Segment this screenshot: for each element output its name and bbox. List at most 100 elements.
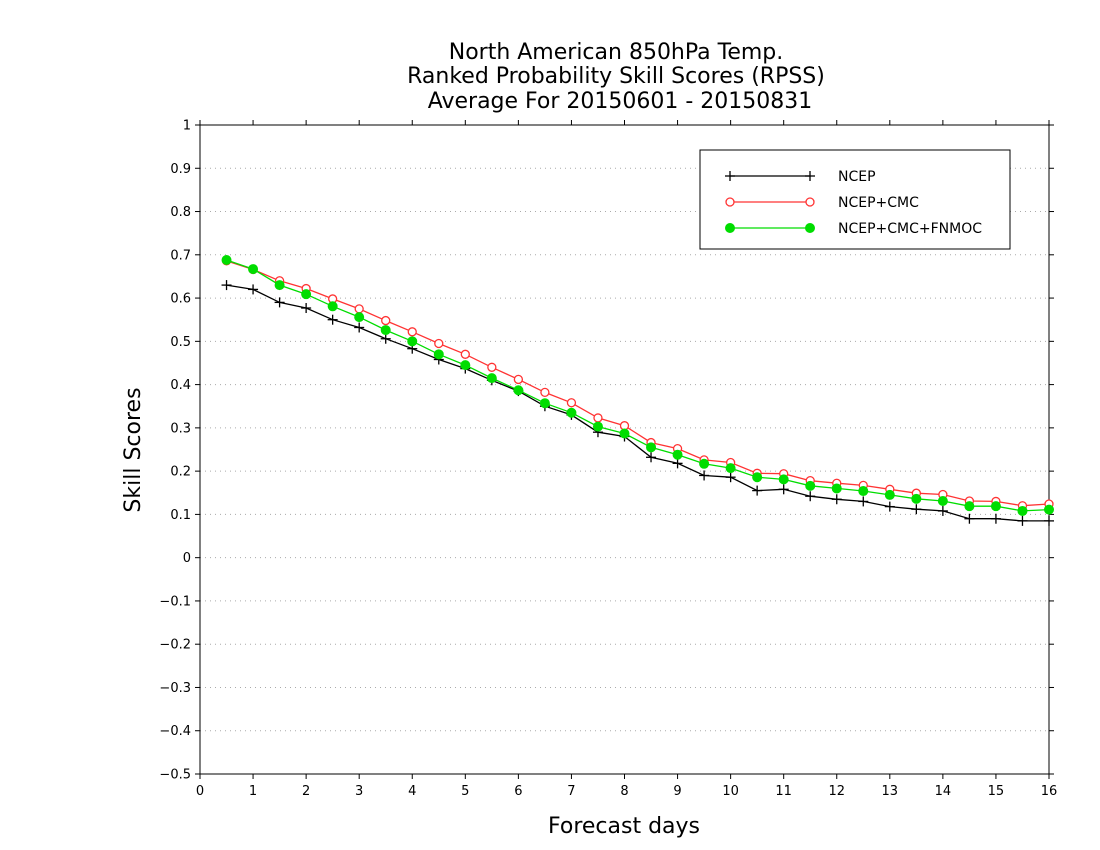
data-point — [831, 494, 842, 505]
data-point — [725, 472, 736, 483]
legend-marker — [725, 171, 735, 181]
data-point — [646, 442, 657, 453]
data-point — [778, 484, 789, 495]
y-tick-label: 1 — [183, 119, 191, 134]
data-point — [487, 362, 497, 372]
y-tick-label: 0.5 — [170, 335, 191, 350]
legend-marker — [725, 197, 735, 207]
data-point — [513, 385, 524, 396]
legend-marker — [805, 197, 815, 207]
y-tick-label: −0.3 — [159, 681, 191, 696]
title-line-2: Ranked Probability Skill Scores (RPSS) — [407, 64, 825, 89]
y-tick-label: 0 — [183, 551, 191, 566]
y-tick-label: 0.2 — [170, 465, 191, 480]
data-point — [1017, 505, 1028, 516]
data-point — [964, 501, 975, 512]
x-tick-labels: 0 1 2 3 4 5 6 7 8 9 10 11 12 13 14 15 16 — [196, 784, 1057, 799]
plot-frame — [199, 124, 1050, 775]
data-point — [752, 472, 763, 483]
data-point — [566, 407, 577, 418]
data-point — [540, 387, 550, 398]
x-tick-label: 4 — [408, 784, 416, 799]
legend-label: NCEP+CMC — [838, 195, 919, 211]
data-point — [513, 374, 524, 385]
data-point — [725, 463, 736, 474]
series-ncep — [221, 280, 1054, 526]
data-point — [327, 314, 338, 325]
x-tick-label: 5 — [461, 784, 469, 799]
data-point — [354, 322, 365, 333]
x-tick-label: 7 — [567, 784, 575, 799]
data-point — [221, 254, 232, 265]
data-point — [301, 303, 312, 314]
x-tick-label: 12 — [828, 784, 845, 799]
x-tick-label: 9 — [673, 784, 681, 799]
data-point — [380, 325, 391, 336]
y-tick-label: 0.1 — [170, 508, 191, 523]
data-point — [433, 349, 444, 360]
data-point — [672, 449, 683, 460]
data-point — [937, 495, 948, 506]
data-point — [1017, 515, 1028, 526]
data-point — [354, 312, 365, 323]
legend-marker — [805, 223, 815, 233]
title-line-3: Average For 20150601 - 20150831 — [428, 89, 813, 114]
y-tick-label: −0.1 — [159, 594, 191, 609]
axis-ticks — [195, 120, 1054, 779]
legend-marker — [805, 171, 815, 181]
data-point — [248, 284, 259, 295]
data-point — [566, 398, 577, 408]
chart-title: North American 850hPa Temp. Ranked Proba… — [407, 40, 825, 114]
legend: NCEP NCEP+CMC NCEP+CMC+FNMOC — [699, 149, 1011, 250]
legend-label: NCEP — [838, 169, 876, 185]
data-point — [805, 480, 816, 491]
series-ncep-cmc — [221, 256, 1054, 511]
data-point — [619, 428, 630, 439]
y-tick-label: 0.8 — [170, 205, 191, 220]
x-tick-label: 6 — [514, 784, 522, 799]
x-tick-label: 3 — [355, 784, 363, 799]
data-point — [699, 470, 710, 481]
data-point — [858, 496, 869, 507]
y-axis-title: Skill Scores — [121, 387, 146, 512]
series-line — [226, 284, 1049, 522]
data-point — [1044, 504, 1054, 515]
legend-item: NCEP — [725, 169, 876, 185]
data-point — [858, 486, 869, 497]
x-tick-label: 15 — [988, 784, 1005, 799]
data-point — [990, 501, 1001, 512]
y-tick-label: 0.3 — [170, 421, 191, 436]
x-tick-label: 14 — [935, 784, 952, 799]
x-tick-label: 1 — [249, 784, 257, 799]
data-point — [327, 301, 338, 312]
y-tick-label: 0.6 — [170, 292, 191, 307]
data-point — [911, 504, 922, 515]
y-tick-label: 0.9 — [170, 162, 191, 177]
data-point — [937, 505, 948, 516]
data-point — [486, 373, 497, 384]
data-point — [221, 280, 232, 291]
y-tick-label: −0.2 — [159, 638, 191, 653]
data-point — [354, 304, 364, 314]
y-tick-label: 0.7 — [170, 248, 191, 263]
data-point — [699, 458, 710, 469]
data-point — [248, 264, 259, 275]
x-tick-label: 2 — [302, 784, 310, 799]
legend-item: NCEP+CMC — [725, 195, 919, 211]
legend-marker — [725, 223, 735, 233]
data-point — [274, 280, 285, 291]
data-point — [301, 289, 312, 300]
data-point — [831, 483, 842, 494]
data-point — [460, 349, 470, 359]
data-point — [434, 338, 444, 349]
data-point — [990, 513, 1001, 524]
x-tick-label: 10 — [722, 784, 739, 799]
data-point — [381, 315, 391, 326]
data-point — [1044, 515, 1054, 526]
series-ncep-cmc-fnmoc — [221, 254, 1054, 516]
data-point — [672, 458, 683, 469]
data-point — [964, 513, 975, 524]
x-tick-label: 13 — [882, 784, 899, 799]
data-point — [407, 336, 418, 347]
